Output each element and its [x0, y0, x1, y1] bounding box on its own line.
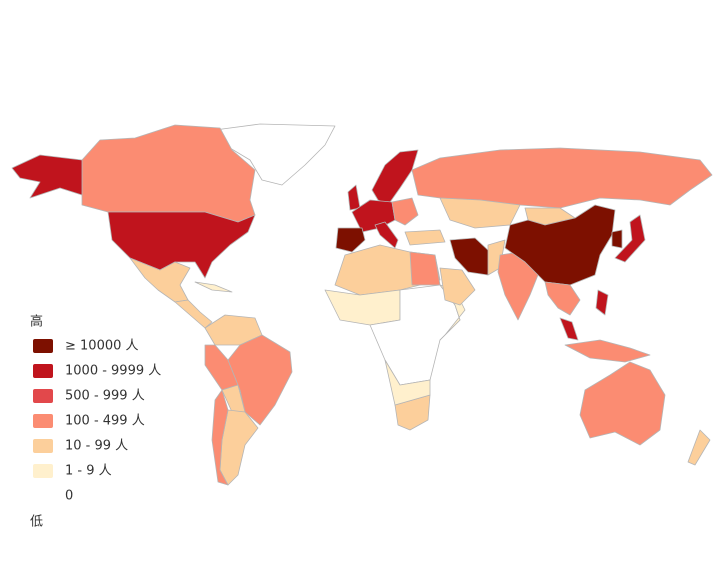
korea [611, 229, 623, 249]
legend-label: 1 - 9 人 [65, 464, 112, 479]
legend-label: ≥ 10000 人 [65, 339, 139, 354]
brazil [227, 334, 293, 426]
legend-swatch [33, 439, 53, 453]
philippines [595, 289, 609, 316]
china [504, 204, 616, 286]
scandinavia [371, 149, 419, 206]
japan [614, 214, 646, 263]
spain [335, 227, 366, 253]
legend-label: 100 - 499 人 [65, 414, 145, 429]
legend-swatch [33, 339, 53, 353]
caribbean [194, 281, 233, 293]
alaska [11, 154, 83, 199]
uk [347, 184, 361, 211]
turkey [404, 229, 446, 246]
egypt [409, 251, 441, 286]
australia [579, 361, 666, 446]
indonesia [564, 339, 651, 363]
mexico [129, 257, 191, 303]
legend-label: 10 - 99 人 [65, 439, 128, 454]
legend: 高 ≥ 10000 人 1000 - 9999 人 500 - 999 人 100 -… [30, 314, 161, 530]
legend-swatch [33, 414, 53, 428]
legend-label: 0 [65, 489, 73, 504]
italy [374, 221, 399, 249]
legend-top-label: 高 [30, 314, 43, 330]
legend-label: 500 - 999 人 [65, 389, 145, 404]
world-map [11, 123, 713, 486]
central-america [174, 299, 213, 329]
legend-items: ≥ 10000 人 1000 - 9999 人 500 - 999 人 100 - 4… [33, 339, 161, 504]
east-europe [391, 197, 419, 226]
west-africa [324, 289, 401, 326]
malaysia [559, 317, 579, 341]
legend-swatch [33, 389, 53, 403]
legend-bottom-label: 低 [30, 515, 43, 530]
new-zealand [687, 429, 711, 466]
legend-swatch [33, 464, 53, 478]
legend-label: 1000 - 9999 人 [65, 364, 161, 379]
saudi-arabia [439, 267, 476, 306]
southeast-asia [544, 281, 581, 316]
chile [211, 389, 229, 486]
legend-swatch [33, 489, 53, 503]
southern-africa [384, 359, 431, 406]
greenland [214, 123, 336, 186]
legend-swatch [33, 364, 53, 378]
